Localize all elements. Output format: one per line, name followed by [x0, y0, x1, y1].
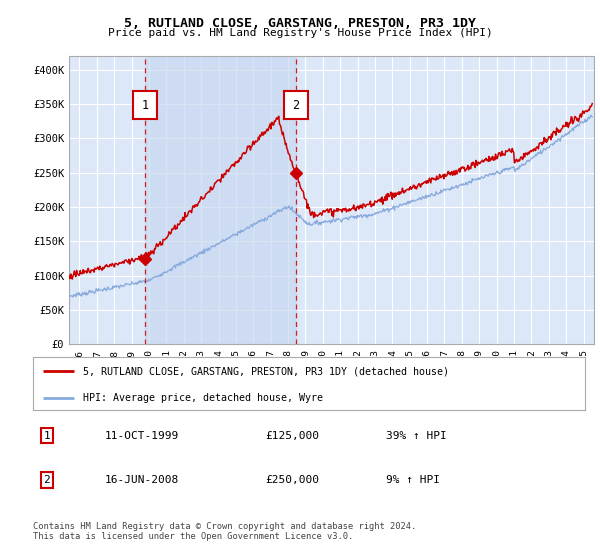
Text: 1: 1	[142, 99, 149, 112]
Text: 11-OCT-1999: 11-OCT-1999	[105, 431, 179, 441]
Text: 9% ↑ HPI: 9% ↑ HPI	[386, 475, 440, 485]
Text: £250,000: £250,000	[265, 475, 319, 485]
Text: 2: 2	[43, 475, 50, 485]
Text: Contains HM Land Registry data © Crown copyright and database right 2024.
This d: Contains HM Land Registry data © Crown c…	[33, 522, 416, 542]
Text: 2: 2	[292, 99, 299, 112]
Text: 39% ↑ HPI: 39% ↑ HPI	[386, 431, 447, 441]
Text: 5, RUTLAND CLOSE, GARSTANG, PRESTON, PR3 1DY (detached house): 5, RUTLAND CLOSE, GARSTANG, PRESTON, PR3…	[83, 366, 449, 376]
Text: HPI: Average price, detached house, Wyre: HPI: Average price, detached house, Wyre	[83, 393, 323, 403]
Bar	[145, 56, 296, 344]
Text: 5, RUTLAND CLOSE, GARSTANG, PRESTON, PR3 1DY: 5, RUTLAND CLOSE, GARSTANG, PRESTON, PR3…	[124, 17, 476, 30]
Text: Price paid vs. HM Land Registry's House Price Index (HPI): Price paid vs. HM Land Registry's House …	[107, 28, 493, 38]
Text: £125,000: £125,000	[265, 431, 319, 441]
Text: 16-JUN-2008: 16-JUN-2008	[105, 475, 179, 485]
Text: 1: 1	[43, 431, 50, 441]
